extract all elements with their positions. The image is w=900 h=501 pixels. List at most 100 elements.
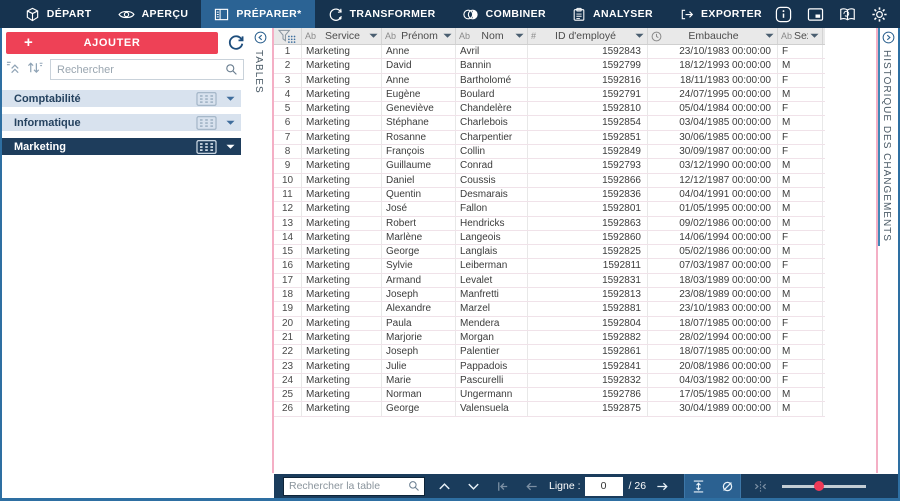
cell[interactable]: Avril (456, 45, 528, 59)
cell[interactable]: 1592793 (528, 159, 648, 173)
cell[interactable]: F (778, 45, 823, 59)
table-row[interactable]: 17 Marketing Armand Levalet 1592831 18/03/198… (274, 273, 825, 289)
table-row[interactable]: 22 Marketing Joseph Palentier 1592861 18/07/1… (274, 345, 825, 360)
chevron-down-icon[interactable] (226, 96, 235, 102)
cell[interactable]: Ungermann (456, 388, 528, 402)
collapse-all-icon[interactable] (6, 60, 21, 80)
cell[interactable]: Norman (382, 388, 456, 402)
cell[interactable]: 1592875 (528, 402, 648, 416)
cell[interactable]: Morgan (456, 330, 528, 345)
sidebar-item-marketing[interactable]: Marketing (2, 138, 241, 155)
table-row[interactable]: 3 Marketing Anne Bartholomé 1592816 18/11/198… (274, 73, 825, 88)
cell[interactable]: 07/03/1987 00:00:00 (648, 259, 778, 273)
cell[interactable]: M (778, 187, 823, 202)
cell[interactable]: Joseph (382, 345, 456, 359)
cell[interactable]: Marketing (302, 73, 382, 87)
first-row-button[interactable] (492, 476, 512, 496)
slider-handle[interactable] (814, 481, 825, 491)
next-row-button[interactable] (652, 476, 672, 496)
cell[interactable]: Armand (382, 273, 456, 288)
cell[interactable]: Daniel (382, 173, 456, 187)
cell[interactable]: Conrad (456, 159, 528, 173)
chevron-down-icon[interactable] (226, 144, 235, 150)
filter-caret-icon[interactable] (515, 33, 524, 39)
cell[interactable]: 03/12/1990 00:00:00 (648, 159, 778, 173)
cell[interactable]: F (778, 73, 823, 87)
cell[interactable]: M (778, 173, 823, 187)
cell[interactable]: 23/10/1983 00:00:00 (648, 302, 778, 316)
table-row[interactable]: 9 Marketing Guillaume Conrad 1592793 03/12/19… (274, 159, 825, 174)
cell[interactable]: 04/04/1991 00:00:00 (648, 187, 778, 202)
cell[interactable]: Charpentier (456, 130, 528, 145)
cell[interactable]: 1592882 (528, 330, 648, 345)
fit-rows-button[interactable] (688, 476, 708, 496)
prev-row-button[interactable] (521, 476, 541, 496)
table-search-input[interactable] (284, 480, 408, 492)
column-header-prnom[interactable]: Ab Prénom (382, 28, 456, 44)
cell[interactable]: 1592804 (528, 316, 648, 330)
row-number-input[interactable] (584, 476, 623, 496)
cell[interactable]: Julie (382, 359, 456, 373)
table-row[interactable]: 8 Marketing François Collin 1592849 30/09/198… (274, 145, 825, 160)
column-header-nom[interactable]: Ab Nom (456, 28, 528, 44)
cell[interactable]: 1592816 (528, 73, 648, 87)
cell[interactable]: Marketing (302, 102, 382, 116)
cell[interactable]: F (778, 359, 823, 373)
sidebar-search-input[interactable] (51, 63, 225, 76)
cell[interactable]: F (778, 373, 823, 388)
cell[interactable]: George (382, 402, 456, 416)
filter-caret-icon[interactable] (765, 33, 774, 39)
cell[interactable]: 20/08/1986 00:00:00 (648, 359, 778, 373)
cell[interactable]: 05/02/1986 00:00:00 (648, 245, 778, 259)
cell[interactable]: Leiberman (456, 259, 528, 273)
cell[interactable]: Desmarais (456, 187, 528, 202)
cell[interactable]: Pappadois (456, 359, 528, 373)
table-row[interactable]: 21 Marketing Marjorie Morgan 1592882 28/02/19… (274, 330, 825, 346)
zoom-slider[interactable] (782, 476, 867, 496)
cell[interactable]: 01/05/1995 00:00:00 (648, 202, 778, 216)
cell[interactable]: Levalet (456, 273, 528, 288)
table-row[interactable]: 1 Marketing Anne Avril 1592843 23/10/1983 00:… (274, 45, 825, 60)
tab-combiner[interactable]: COMBINER (449, 0, 559, 28)
cell[interactable]: 03/04/1985 00:00:00 (648, 116, 778, 130)
cell[interactable]: Marketing (302, 388, 382, 402)
cell[interactable]: 1592836 (528, 187, 648, 202)
table-row[interactable]: 7 Marketing Rosanne Charpentier 1592851 30/06… (274, 130, 825, 146)
cell[interactable]: Charlebois (456, 116, 528, 130)
cell[interactable]: Marketing (302, 202, 382, 216)
cell[interactable]: Bartholomé (456, 73, 528, 87)
cell[interactable]: 30/09/1987 00:00:00 (648, 145, 778, 159)
cell[interactable]: Mendera (456, 316, 528, 330)
cell[interactable]: 1592810 (528, 102, 648, 116)
cell[interactable]: Anne (382, 73, 456, 87)
cell[interactable]: Marketing (302, 216, 382, 230)
table-row[interactable]: 15 Marketing George Langlais 1592825 05/02/19… (274, 245, 825, 260)
cell[interactable]: Marjorie (382, 330, 456, 345)
cell[interactable]: Hendricks (456, 216, 528, 230)
cell[interactable]: 1592799 (528, 59, 648, 73)
add-table-button[interactable]: + AJOUTER (6, 32, 218, 54)
cell[interactable]: 1592841 (528, 359, 648, 373)
sidebar-item-informatique[interactable]: Informatique (2, 114, 241, 131)
cell[interactable]: M (778, 345, 823, 359)
cell[interactable]: F (778, 230, 823, 245)
table-row[interactable]: 10 Marketing Daniel Coussis 1592866 12/12/198… (274, 173, 825, 188)
cell[interactable]: 1592860 (528, 230, 648, 245)
table-row[interactable]: 4 Marketing Eugène Boulard 1592791 24/07/1995… (274, 87, 825, 103)
cell[interactable]: Marketing (302, 145, 382, 159)
cell[interactable]: M (778, 288, 823, 302)
cell[interactable]: 1592791 (528, 87, 648, 102)
cell[interactable]: Marketing (302, 187, 382, 202)
cell[interactable]: F (778, 145, 823, 159)
cell[interactable]: George (382, 245, 456, 259)
cell[interactable]: Robert (382, 216, 456, 230)
filter-caret-icon[interactable] (810, 33, 819, 39)
filter-caret-icon[interactable] (443, 33, 452, 39)
cell[interactable]: Pascurelli (456, 373, 528, 388)
cell[interactable]: David (382, 59, 456, 73)
cell[interactable]: 28/02/1994 00:00:00 (648, 330, 778, 345)
cell[interactable]: Langeois (456, 230, 528, 245)
cell[interactable]: 18/12/1993 00:00:00 (648, 59, 778, 73)
filter-caret-icon[interactable] (635, 33, 644, 39)
column-header-embauche[interactable]: Embauche (648, 28, 778, 44)
